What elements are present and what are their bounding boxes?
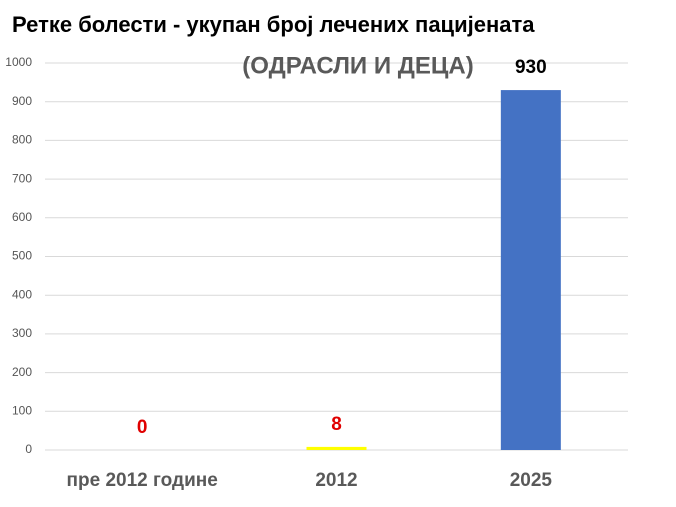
y-tick-label: 800: [12, 133, 32, 147]
y-tick-label: 500: [12, 249, 32, 263]
x-tick-label: 2012: [315, 470, 357, 491]
y-tick-label: 400: [12, 287, 32, 301]
value-label: 8: [331, 414, 342, 435]
y-tick-label: 600: [12, 210, 32, 224]
y-tick-label: 700: [12, 171, 32, 185]
value-label: 930: [515, 57, 547, 78]
y-tick-label: 900: [12, 94, 32, 108]
chart-title: Ретке болести - укупан број лечених паци…: [12, 12, 535, 37]
bar: [500, 90, 561, 450]
chart-subtitle: (ОДРАСЛИ И ДЕЦА): [242, 52, 473, 79]
x-tick-label: 2025: [510, 470, 553, 491]
y-tick-label: 0: [25, 442, 32, 456]
value-label: 0: [137, 417, 148, 438]
y-tick-label: 300: [12, 326, 32, 340]
y-tick-label: 200: [12, 365, 32, 379]
y-tick-label: 100: [12, 403, 32, 417]
bar: [306, 446, 367, 450]
y-tick-label: 1000: [5, 55, 32, 69]
x-tick-label: пре 2012 године: [67, 470, 218, 491]
